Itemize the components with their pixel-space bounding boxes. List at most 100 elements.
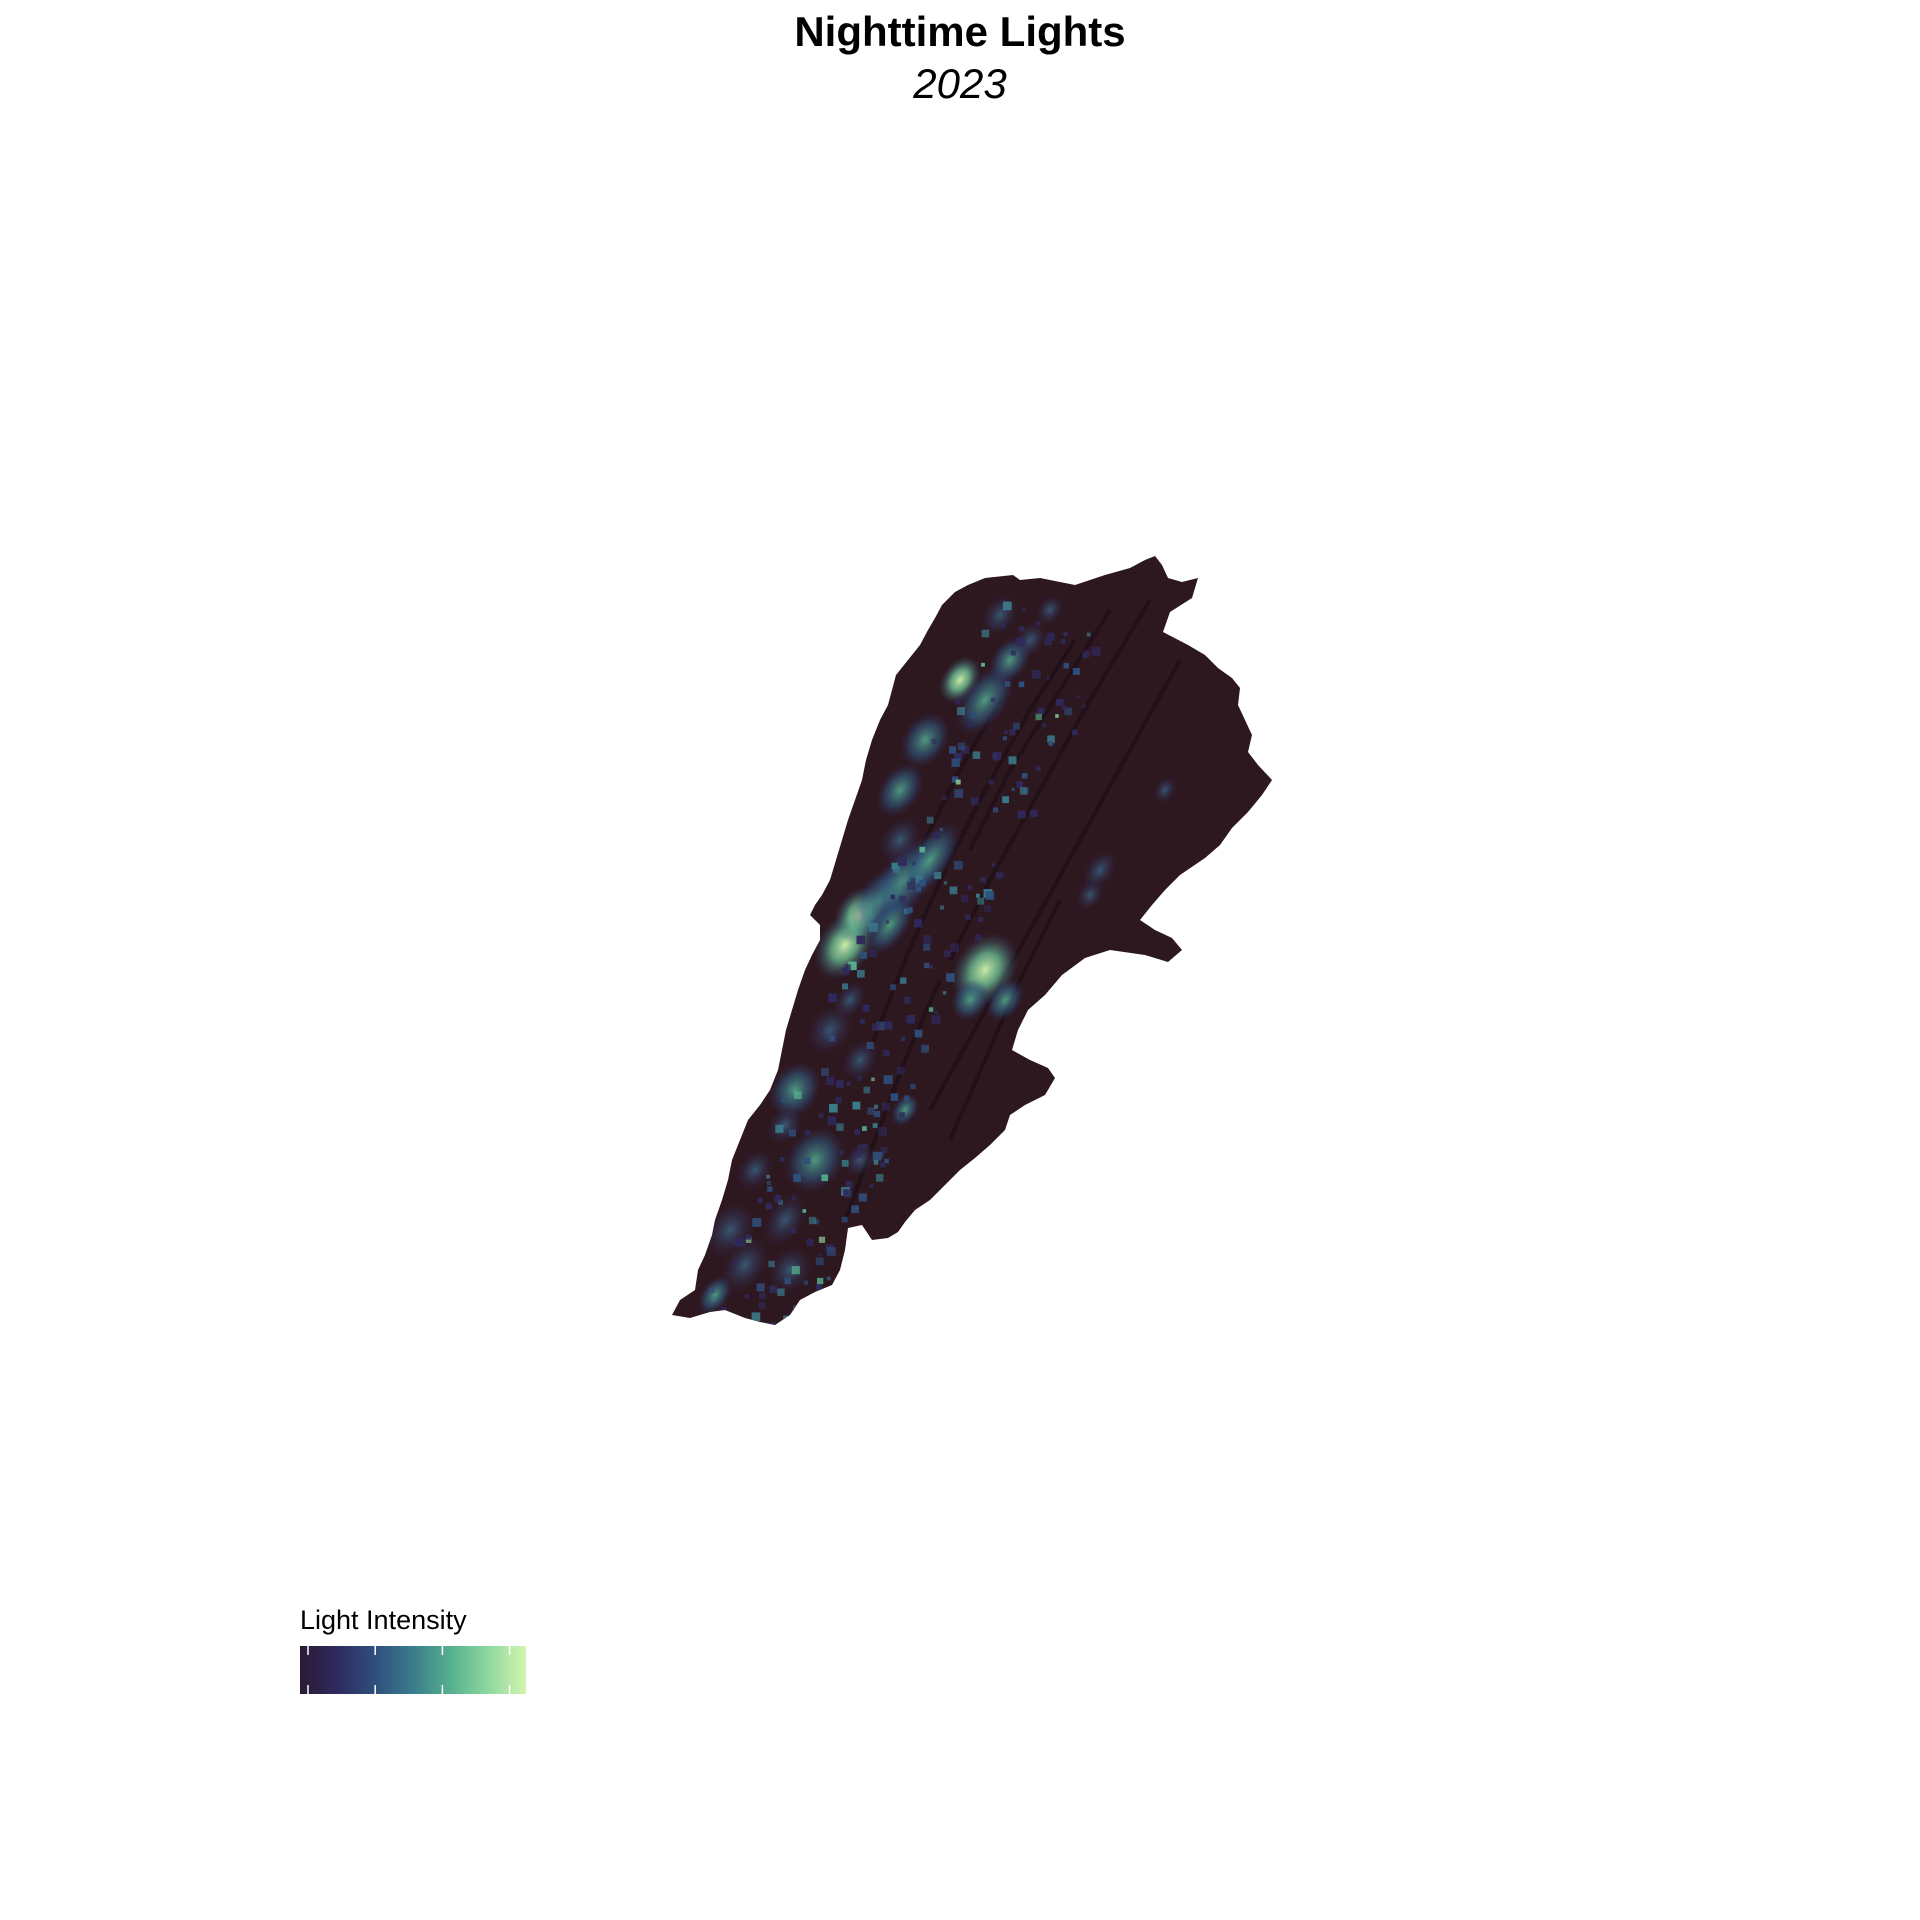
light-pixel (950, 943, 959, 952)
light-pixel (951, 758, 960, 767)
light-pixel (991, 863, 995, 867)
light-pixel (861, 1048, 867, 1053)
light-pixel (923, 943, 931, 951)
light-pixel (862, 1143, 868, 1149)
light-pixel (758, 1302, 766, 1309)
light-pixel (1048, 741, 1054, 746)
light-pixel (866, 1042, 874, 1050)
light-pixel (933, 832, 941, 839)
light-pixel (1009, 729, 1016, 736)
light-pixel (876, 1021, 885, 1031)
light-pixel (843, 1189, 850, 1196)
light-pixel (1000, 623, 1005, 629)
light-pixel (903, 996, 911, 1004)
legend-gradient (300, 1646, 526, 1694)
light-pixel (1083, 650, 1090, 658)
light-pixel (845, 1276, 850, 1281)
light-pixel (777, 1288, 785, 1296)
light-pixel (823, 1305, 829, 1311)
light-pixel (720, 1307, 727, 1313)
light-pixel (921, 1044, 929, 1053)
light-cluster (879, 817, 921, 863)
light-pixel (967, 885, 973, 891)
light-pixel (975, 934, 982, 942)
light-pixel (949, 886, 958, 895)
light-pixel (955, 699, 961, 705)
light-pixel (857, 969, 865, 978)
light-cluster (900, 712, 950, 768)
light-pixel (766, 1174, 771, 1179)
light-pixel (914, 1029, 923, 1038)
light-pixel (898, 857, 907, 866)
light-pixel (1091, 647, 1101, 656)
light-pixel (845, 1180, 853, 1189)
light-pixel (934, 872, 942, 880)
light-pixel (767, 1186, 773, 1192)
light-cluster (721, 1237, 769, 1293)
light-pixel (910, 1083, 916, 1090)
light-pixel (984, 905, 991, 913)
light-pixel (826, 1276, 831, 1281)
light-pixel (952, 776, 959, 783)
light-pixel (934, 1010, 938, 1014)
light-pixel (1004, 730, 1008, 735)
light-pixel (854, 1129, 861, 1135)
light-pixel (841, 1216, 848, 1223)
legend: Light Intensity (300, 1605, 526, 1694)
light-pixel (793, 1305, 801, 1313)
light-pixel (962, 697, 966, 701)
light-pixel (931, 1015, 941, 1025)
light-pixel (904, 908, 910, 915)
light-pixel (781, 1098, 786, 1103)
light-pixel (906, 1015, 916, 1024)
light-pixel (770, 1322, 776, 1325)
light-pixel (852, 1101, 861, 1110)
map-subtitle: 2023 (913, 60, 1007, 107)
light-pixel (919, 846, 926, 853)
light-pixel (844, 964, 851, 971)
light-pixel (862, 1126, 867, 1131)
country-landmass (672, 556, 1272, 1325)
light-pixel (1047, 735, 1055, 743)
light-pixel (1035, 713, 1042, 721)
relief-ridge (868, 638, 1077, 1051)
light-pixel (992, 752, 1002, 761)
light-pixel (873, 1160, 879, 1165)
light-pixel (1011, 787, 1015, 791)
light-pixel (890, 984, 897, 991)
light-pixel (1086, 632, 1091, 637)
light-pixel (954, 861, 963, 870)
light-pixel (854, 1150, 862, 1158)
light-pixel (751, 1312, 761, 1321)
light-pixel (756, 1283, 765, 1292)
light-pixel (884, 1021, 893, 1030)
light-pixel (869, 949, 877, 957)
light-pixel (978, 916, 984, 922)
light-pixel (1055, 714, 1059, 718)
legend-colorbar (300, 1646, 526, 1694)
light-pixel (1016, 637, 1025, 646)
light-pixel (955, 779, 961, 785)
light-pixel (914, 919, 923, 928)
light-pixel (1010, 650, 1016, 656)
light-pixel (818, 1236, 826, 1243)
light-cluster (865, 894, 915, 956)
light-cluster (1076, 880, 1104, 910)
light-cluster (844, 1143, 876, 1177)
light-pixel (1032, 670, 1041, 679)
light-pixel (874, 1104, 879, 1109)
light-pixel (829, 1103, 838, 1113)
light-pixel (907, 907, 913, 913)
light-pixel (1046, 632, 1055, 641)
light-pixel (794, 1091, 802, 1099)
light-cluster (985, 978, 1025, 1022)
light-pixel (871, 1077, 875, 1082)
light-pixel (1041, 722, 1047, 728)
light-pixel (827, 1116, 837, 1126)
light-pixel (1002, 736, 1007, 741)
light-pixel (940, 905, 945, 910)
light-pixel (890, 894, 895, 899)
light-pixel (896, 1066, 905, 1075)
light-pixel (882, 1102, 891, 1111)
light-pixel (985, 891, 995, 900)
